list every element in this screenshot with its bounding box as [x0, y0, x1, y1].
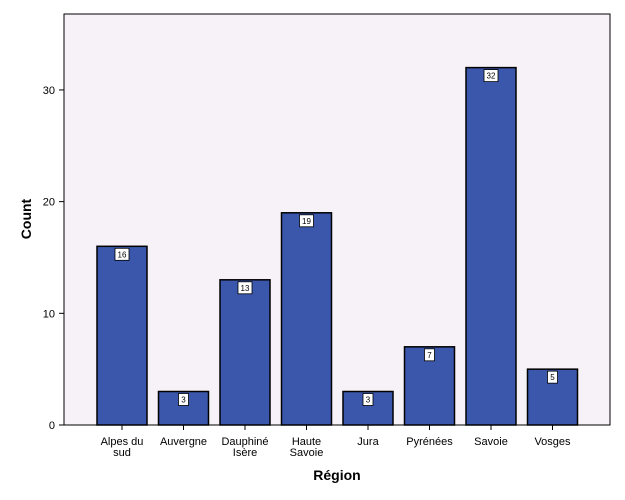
y-axis-title: Count: [18, 198, 34, 239]
data-label-box: [237, 281, 253, 295]
y-tick-label: 20: [43, 197, 55, 209]
data-label-box: [424, 348, 435, 362]
data-label: 3: [181, 395, 186, 404]
data-label: 16: [118, 250, 127, 259]
bar: [465, 66, 517, 426]
plot-area: [63, 13, 611, 426]
data-label: 7: [427, 351, 432, 360]
data-label: 13: [241, 284, 250, 293]
bar: [219, 279, 271, 426]
x-axis-title: Région: [313, 467, 360, 483]
x-tick-label: Auvergne: [160, 436, 207, 448]
y-tick-label: 0: [49, 420, 55, 432]
x-tick-label: Pyrénées: [406, 436, 453, 448]
data-label-box: [483, 69, 499, 83]
data-label: 3: [366, 395, 371, 404]
data-label: 19: [302, 217, 311, 226]
x-tick-label: Jura: [357, 436, 379, 448]
bar: [280, 212, 333, 426]
bar: [96, 245, 148, 426]
x-tick-label: Savoie: [474, 436, 508, 448]
y-tick-label: 30: [43, 85, 55, 97]
y-tick-label: 10: [43, 308, 55, 320]
y-axis: 0 10 20 30: [43, 14, 65, 432]
data-label-box: [178, 393, 189, 406]
x-axis: Alpes du sud Auvergne Dauphiné Isère Haute Sav…: [64, 424, 610, 459]
data-label-box: [547, 370, 558, 384]
bar: [526, 368, 579, 426]
x-tick-label: Alpes du sud: [101, 436, 144, 459]
x-tick-label: Haute Savoie: [290, 436, 324, 459]
data-label: 32: [487, 72, 496, 81]
x-tick-label: Dauphiné Isère: [221, 436, 268, 459]
data-label-box: [299, 214, 314, 228]
bars-group: 16 3 13 19 3 7 32 5: [96, 66, 579, 426]
data-label-box: [114, 247, 130, 261]
data-label: 5: [550, 373, 555, 382]
data-label-box: [362, 393, 374, 406]
x-tick-label: Vosges: [534, 436, 571, 448]
